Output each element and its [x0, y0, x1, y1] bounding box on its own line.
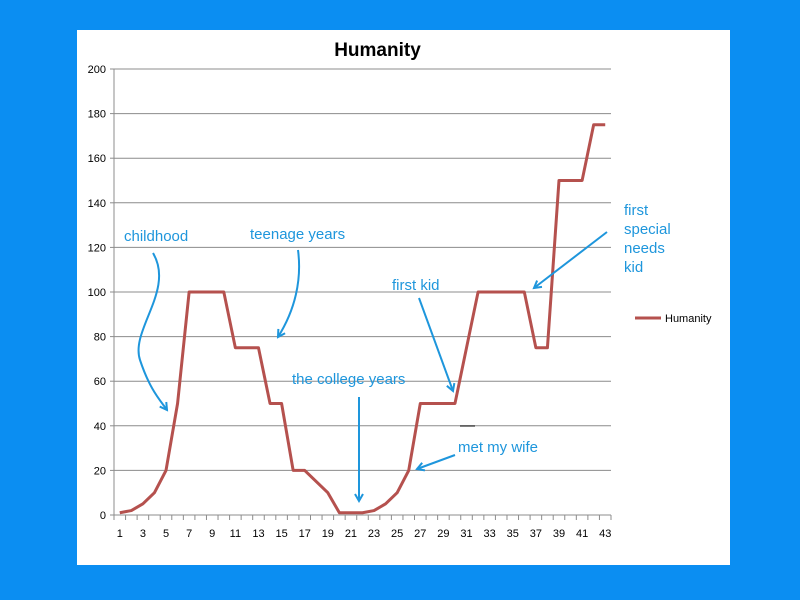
annotation-first-special-needs-kid-line: needs — [624, 240, 665, 257]
x-tick-label: 23 — [368, 528, 380, 540]
y-tick-label: 60 — [94, 376, 106, 388]
x-tick-label: 9 — [209, 528, 215, 540]
annotation-first-special-needs-kid-line: kid — [624, 259, 643, 276]
y-tick-label: 120 — [88, 242, 106, 254]
y-tick-label: 180 — [88, 109, 106, 121]
annotation-first-special-needs-kid-line: first — [624, 202, 649, 219]
x-tick-label: 39 — [553, 528, 565, 540]
x-tick-label: 27 — [414, 528, 426, 540]
x-tick-label: 17 — [299, 528, 311, 540]
x-tick-label: 21 — [345, 528, 357, 540]
x-tick-label: 5 — [163, 528, 169, 540]
y-tick-label: 80 — [94, 332, 106, 344]
y-tick-label: 100 — [88, 287, 106, 299]
x-tick-label: 41 — [576, 528, 588, 540]
arrow-teenage-years — [278, 249, 301, 337]
x-tick-label: 31 — [460, 528, 472, 540]
x-tick-label: 33 — [484, 528, 496, 540]
y-tick-label: 140 — [88, 198, 106, 210]
legend-label: Humanity — [665, 313, 712, 325]
y-tick-label: 160 — [88, 153, 106, 165]
y-tick-label: 20 — [94, 465, 106, 477]
annotation-met-my-wife: met my wife — [458, 439, 538, 456]
x-tick-label: 29 — [437, 528, 449, 540]
arrow-first-kid — [418, 297, 453, 391]
x-tick-label: 35 — [507, 528, 519, 540]
y-tick-label: 0 — [100, 510, 106, 522]
annotation-childhood: childhood — [124, 228, 188, 245]
arrow-first-special-needs-kid — [534, 231, 608, 288]
annotation-college-years: the college years — [292, 371, 405, 388]
x-tick-label: 37 — [530, 528, 542, 540]
chart-frame: Humanity 0 20 40 60 80 100 120 140 160 180 200 1 3 5 7 9… — [77, 30, 730, 565]
chart-title: Humanity — [334, 40, 421, 61]
annotation-first-kid: first kid — [392, 277, 440, 294]
annotation-teenage-years: teenage years — [250, 226, 345, 243]
x-tick-label: 7 — [186, 528, 192, 540]
annotation-first-special-needs-kid-line: special — [624, 221, 671, 238]
y-tick-label: 40 — [94, 421, 106, 433]
x-tick-label: 25 — [391, 528, 403, 540]
x-tick-label: 13 — [252, 528, 264, 540]
x-tick-label: 19 — [322, 528, 334, 540]
x-tick-label: 11 — [230, 528, 241, 540]
arrow-childhood — [137, 252, 167, 410]
x-tick-label: 3 — [140, 528, 146, 540]
y-tick-label: 200 — [88, 64, 106, 76]
arrow-met-my-wife — [417, 454, 456, 469]
x-tick-label: 43 — [599, 528, 611, 540]
x-tick-label: 1 — [117, 528, 123, 540]
x-tick-label: 15 — [275, 528, 287, 540]
